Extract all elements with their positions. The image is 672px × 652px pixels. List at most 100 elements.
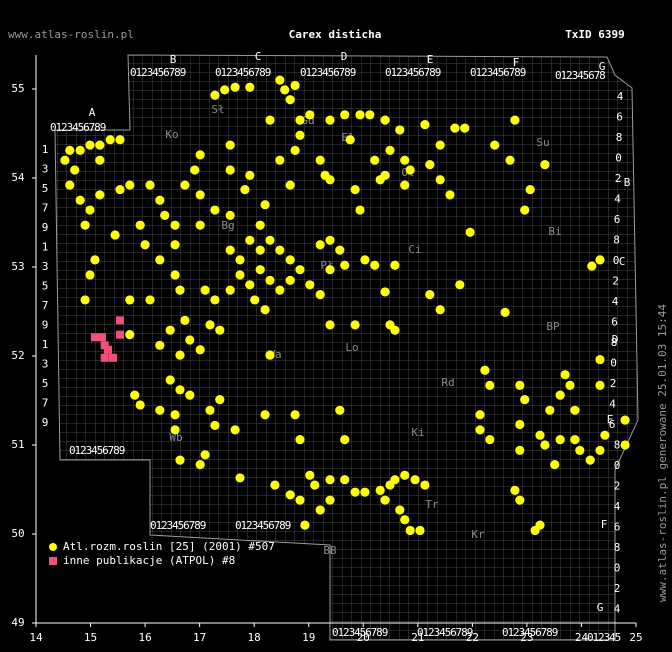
- grid-digits: 0123456789: [130, 66, 186, 79]
- row-digit: 2: [614, 480, 621, 493]
- record-point: [305, 470, 315, 480]
- row-digit: 8: [613, 234, 620, 247]
- grid-letter: D: [341, 50, 348, 63]
- record-point: [245, 235, 255, 245]
- record-point: [100, 341, 109, 350]
- record-point: [155, 340, 165, 350]
- row-digit: 4: [614, 500, 621, 513]
- record-point: [390, 260, 400, 270]
- record-point: [290, 145, 300, 156]
- record-point: [245, 280, 255, 290]
- grid-digits: 0123456789: [332, 626, 388, 639]
- record-point: [275, 155, 285, 165]
- record-point: [390, 475, 400, 485]
- record-point: [370, 260, 380, 270]
- record-point: [415, 525, 425, 536]
- record-point: [375, 175, 385, 185]
- record-point: [400, 155, 410, 165]
- record-point: [410, 475, 420, 485]
- record-point: [520, 205, 530, 215]
- grid-letter: G: [597, 601, 604, 614]
- record-point: [110, 230, 120, 240]
- record-point: [325, 115, 335, 125]
- region-label: Su: [536, 136, 549, 149]
- record-point: [325, 265, 335, 275]
- record-point: [80, 220, 90, 230]
- grid-digits: 0123456789: [150, 519, 206, 532]
- record-point: [560, 370, 570, 380]
- record-point: [265, 235, 275, 245]
- grid-letter: F: [513, 56, 520, 69]
- record-point: [455, 280, 465, 290]
- record-point: [445, 190, 455, 200]
- row-digit: 7: [42, 299, 49, 312]
- region-label: Bi: [548, 225, 561, 238]
- grid-digits: 0123456789: [50, 121, 106, 134]
- record-point: [305, 110, 315, 120]
- record-point: [555, 435, 565, 445]
- record-point: [105, 135, 115, 145]
- grid-letter: E: [607, 413, 614, 426]
- record-point: [515, 495, 525, 505]
- record-point: [475, 425, 485, 435]
- y-tick-label: 54: [11, 171, 25, 184]
- record-point: [380, 495, 390, 505]
- row-digit: 2: [610, 377, 617, 390]
- record-point: [295, 130, 305, 140]
- record-point: [170, 270, 180, 280]
- record-point: [235, 255, 245, 265]
- record-point: [260, 305, 270, 315]
- record-point: [155, 195, 165, 205]
- record-point: [255, 265, 265, 275]
- record-point: [355, 110, 365, 120]
- record-point: [240, 184, 250, 195]
- record-point: [335, 405, 345, 415]
- legend-label: inne publikacje (ATPOL) #8: [63, 554, 235, 567]
- record-point: [395, 505, 405, 515]
- record-point: [600, 430, 610, 440]
- record-point: [355, 205, 365, 215]
- record-point: [435, 175, 445, 185]
- row-digit: 3: [42, 260, 49, 273]
- region-label: Sł: [211, 103, 224, 116]
- record-point: [85, 140, 95, 150]
- record-point: [285, 490, 295, 500]
- y-tick-label: 53: [11, 260, 24, 273]
- record-point: [285, 275, 295, 285]
- record-point: [325, 320, 335, 330]
- record-point: [165, 325, 175, 335]
- record-point: [220, 85, 230, 95]
- grid-digits: 0123456789: [417, 626, 473, 639]
- record-point: [265, 275, 275, 285]
- record-point: [555, 390, 565, 400]
- record-point: [275, 75, 285, 85]
- record-point: [98, 333, 106, 342]
- layers: 14 15 16 17 18 19 20 21 22 23 24 2549505152535455AB…: [11, 50, 642, 644]
- x-tick-label: 24: [575, 631, 589, 644]
- record-point: [380, 115, 390, 125]
- record-point: [565, 380, 575, 390]
- row-digit: 8: [611, 336, 618, 349]
- row-digit: 3: [42, 358, 49, 371]
- row-digit: 1: [42, 143, 49, 156]
- row-digit: 0: [610, 357, 617, 370]
- grid-letter: C: [255, 50, 262, 63]
- record-point: [350, 320, 360, 330]
- record-point: [200, 450, 210, 460]
- record-point: [485, 380, 495, 390]
- legend-swatch: [49, 543, 57, 551]
- record-point: [75, 145, 85, 156]
- record-point: [435, 140, 445, 150]
- record-point: [130, 390, 140, 400]
- record-point: [160, 210, 170, 220]
- record-point: [95, 155, 105, 165]
- record-point: [595, 380, 605, 390]
- record-point: [587, 261, 597, 271]
- record-point: [275, 285, 285, 295]
- record-point: [145, 295, 155, 305]
- record-point: [285, 180, 295, 190]
- record-point: [116, 316, 124, 325]
- record-point: [195, 345, 205, 355]
- record-point: [525, 184, 535, 195]
- region-label: Kr: [471, 528, 485, 541]
